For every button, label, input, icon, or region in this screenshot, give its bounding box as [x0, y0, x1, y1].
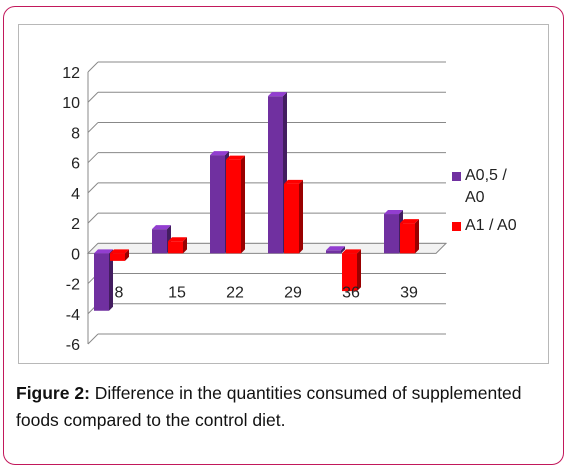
bar-top	[268, 92, 287, 97]
bar-a1-36	[342, 253, 357, 292]
x-tick-label: 39	[400, 284, 418, 301]
x-tick-label: 15	[168, 284, 186, 301]
y-tick-label: 2	[71, 216, 80, 233]
x-tick-label: 36	[342, 284, 360, 301]
gridline-side	[87, 61, 99, 73]
bar-top	[400, 219, 419, 224]
bar-top	[326, 246, 345, 251]
bar-a1-8	[110, 253, 125, 261]
chart-legend: A0,5 / A0 A1 / A0	[452, 165, 544, 243]
bar-side	[183, 237, 187, 254]
gridline-side	[87, 152, 99, 164]
gridline-side	[87, 333, 99, 345]
legend-item-a1: A1 / A0	[452, 215, 544, 237]
bar-a1-15	[168, 241, 183, 254]
y-tick-label: 0	[71, 246, 80, 263]
bar-side	[125, 249, 129, 261]
bar-top	[168, 237, 187, 242]
legend-swatch-a1	[452, 222, 461, 231]
bar-side	[415, 219, 419, 254]
bar-a05-36	[326, 250, 341, 254]
y-tick-label: 6	[71, 156, 80, 173]
x-tick-label: 8	[115, 284, 124, 301]
bar-top	[152, 225, 171, 230]
legend-label-a05: A0,5 / A0	[465, 167, 507, 206]
legend-label-a1: A1 / A0	[465, 217, 517, 234]
caption-text: Difference in the quantities consumed of…	[16, 383, 522, 430]
bar-chart: 12 10 8 6 4 2 0 -2 -4 -6 8 15 22 29 36 39	[62, 61, 448, 354]
y-tick-label: -4	[66, 307, 80, 324]
y-tick-label: 4	[71, 186, 80, 203]
bar-a05-22	[210, 155, 225, 254]
y-tick-label: 12	[62, 65, 80, 82]
bar-a05-29	[268, 96, 283, 254]
bar-side	[357, 249, 361, 292]
bar-a05-8	[94, 253, 109, 311]
bar-top	[226, 155, 245, 160]
legend-swatch-a05	[452, 172, 461, 181]
bar-side	[341, 246, 345, 254]
gridline-side	[87, 212, 99, 224]
gridline-side	[87, 122, 99, 133]
y-tick-label: 8	[71, 125, 80, 142]
x-tick-label: 29	[284, 284, 302, 301]
figure-caption: Figure 2: Difference in the quantities c…	[16, 380, 536, 434]
bar-side	[299, 179, 303, 254]
bar-a1-22	[226, 159, 241, 254]
legend-item-a05: A0,5 / A0	[452, 165, 544, 209]
bar-a1-29	[284, 183, 299, 254]
y-tick-label: -2	[66, 277, 80, 294]
bar-a05-15	[152, 229, 167, 254]
caption-label: Figure 2:	[16, 383, 90, 403]
bar-a05-39	[384, 214, 399, 254]
x-tick-label: 22	[226, 284, 244, 301]
bar-top	[94, 249, 113, 254]
figure-frame	[3, 6, 564, 465]
bar-side	[109, 249, 113, 311]
bar-a1-39	[400, 223, 415, 254]
bar-top	[210, 151, 229, 156]
bar-top	[110, 249, 129, 254]
gridline-side	[87, 91, 99, 103]
y-tick-label: 10	[62, 95, 80, 112]
y-tick-label: -6	[66, 337, 80, 354]
gridline-side	[87, 182, 99, 194]
bar-top	[342, 249, 361, 254]
bar-top	[284, 179, 303, 184]
bar-side	[241, 155, 245, 254]
bar-top	[384, 210, 403, 215]
